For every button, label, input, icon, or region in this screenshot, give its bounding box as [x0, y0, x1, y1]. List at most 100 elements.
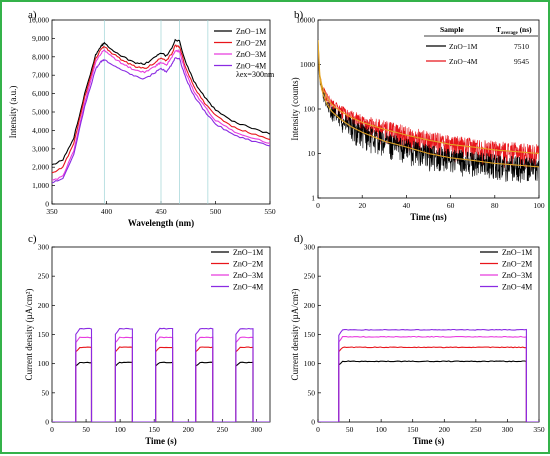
- x-tick-label: 80: [491, 201, 499, 210]
- x-tick-label: 0: [316, 425, 320, 434]
- table-header-tau-main: T: [496, 25, 501, 34]
- table-cell-sample: ZnO−4M: [449, 57, 478, 66]
- decay-trace-0: [318, 39, 539, 183]
- plot-marks: [52, 327, 270, 422]
- y-tick-label: 0: [45, 200, 49, 209]
- y-tick-label: 1: [311, 194, 315, 203]
- fit-curve-1: [318, 40, 539, 155]
- x-tick-label: 60: [447, 201, 455, 210]
- y-tick-label: 300: [38, 243, 50, 252]
- panel-label: b): [294, 9, 304, 21]
- y-tick-label: 6,000: [32, 89, 49, 98]
- y-tick-label: 0: [45, 418, 49, 427]
- y-tick-label: 0: [311, 418, 315, 427]
- y-tick-label: 50: [308, 388, 316, 397]
- y-axis-label: Current density (µA/cm²): [290, 289, 300, 381]
- current-trace-3: [318, 328, 539, 422]
- y-tick-label: 3,000: [32, 144, 49, 153]
- x-tick-label: 40: [403, 201, 411, 210]
- legend-entry: ZnO−4M: [502, 283, 532, 292]
- table-header-tau-sub: average: [501, 31, 518, 36]
- legend-entry: ZnO−2M: [233, 260, 263, 269]
- y-tick-label: 1000: [300, 60, 315, 69]
- table-cell-sample: ZnO−1M: [449, 42, 478, 51]
- table-cell-tau: 9545: [514, 57, 529, 66]
- legend-entry: ZnO−1M: [236, 27, 266, 36]
- current-trace-1: [52, 346, 270, 422]
- y-axis-label: Intensity (a.u.): [8, 86, 18, 139]
- current-trace-1: [318, 346, 539, 422]
- x-tick-label: 50: [346, 425, 354, 434]
- x-tick-label: 200: [183, 425, 195, 434]
- panel-label: c): [28, 233, 37, 245]
- legend-entry: ZnO−3M: [502, 271, 532, 280]
- chart-panel-b: b) 0 20 40 60 80 100 1 10 100 1000 10000 Time (ns) In…: [290, 9, 545, 222]
- y-tick-label: 250: [38, 272, 50, 281]
- x-tick-label: 250: [217, 425, 229, 434]
- y-axis-label: Intensity (counts): [290, 77, 300, 140]
- table-header-sample: Sample: [440, 25, 464, 34]
- x-axis-label: Time (s): [145, 436, 177, 446]
- y-tick-label: 7,000: [32, 71, 49, 80]
- table-header-tau: Taverage (ns): [496, 25, 532, 36]
- y-tick-label: 250: [304, 272, 316, 281]
- x-tick-label: 100: [115, 425, 127, 434]
- x-tick-label: 400: [101, 207, 113, 216]
- decay-trace-1: [318, 40, 539, 171]
- series-line-1: [52, 44, 270, 174]
- legend-entry: ZnO−2M: [502, 260, 532, 269]
- x-tick-label: 500: [210, 207, 222, 216]
- plot-marks: [318, 328, 539, 422]
- y-tick-label: 1,000: [32, 181, 49, 190]
- x-axis-label: Time (s): [413, 436, 445, 446]
- current-trace-2: [52, 336, 270, 422]
- x-tick-label: 350: [46, 207, 58, 216]
- panel-label: a): [28, 9, 37, 21]
- y-tick-label: 300: [304, 243, 316, 252]
- y-tick-label: 9,000: [32, 34, 49, 43]
- legend-entry: ZnO−3M: [236, 50, 266, 59]
- x-tick-label: 200: [439, 425, 451, 434]
- series-line-2: [52, 48, 270, 181]
- legend-entry: ZnO−4M: [236, 62, 266, 71]
- x-tick-label: 150: [407, 425, 419, 434]
- current-trace-0: [318, 360, 539, 422]
- chart-panel-d: d) 0 50 100 150 200 250 300 350 0 50 100 150 200 250 30…: [290, 233, 545, 446]
- plot-marks: [52, 20, 270, 204]
- x-tick-label: 0: [316, 201, 320, 210]
- x-tick-label: 300: [502, 425, 514, 434]
- legend-entry: ZnO−4M: [233, 283, 263, 292]
- x-tick-label: 300: [251, 425, 263, 434]
- fit-curve-0: [318, 40, 539, 168]
- legend-entry: ZnO−3M: [233, 271, 263, 280]
- y-tick-label: 150: [38, 330, 50, 339]
- x-tick-label: 0: [50, 425, 54, 434]
- y-tick-label: 8,000: [32, 52, 49, 61]
- y-tick-label: 100: [38, 359, 50, 368]
- x-tick-label: 550: [264, 207, 276, 216]
- legend-entry: ZnO−1M: [502, 248, 532, 257]
- x-tick-label: 20: [358, 201, 366, 210]
- y-tick-label: 2,000: [32, 163, 49, 172]
- x-axis-label: Time (ns): [410, 212, 447, 222]
- y-tick-label: 50: [42, 388, 50, 397]
- x-tick-label: 100: [533, 201, 545, 210]
- x-tick-label: 50: [82, 425, 90, 434]
- y-tick-label: 10000: [296, 16, 315, 25]
- excitation-annotation: λex=300nm: [236, 70, 275, 79]
- y-tick-label: 10: [308, 149, 316, 158]
- series-line-0: [52, 38, 270, 166]
- y-axis-label: Current density (µA/cm²): [24, 289, 34, 381]
- table-header-tau-unit: (ns): [518, 25, 532, 34]
- y-tick-label: 100: [304, 359, 316, 368]
- y-tick-label: 100: [304, 105, 316, 114]
- y-tick-label: 200: [38, 301, 50, 310]
- x-axis-label: Wavelength (nm): [128, 218, 194, 228]
- chart-panel-a: a) 350 400 450 500 550 0 1,000 2,000 3,000 4,000 5,…: [8, 9, 276, 228]
- y-tick-label: 200: [304, 301, 316, 310]
- current-trace-3: [52, 327, 270, 422]
- x-tick-label: 100: [376, 425, 388, 434]
- plot-marks: [318, 39, 539, 183]
- y-tick-label: 150: [304, 330, 316, 339]
